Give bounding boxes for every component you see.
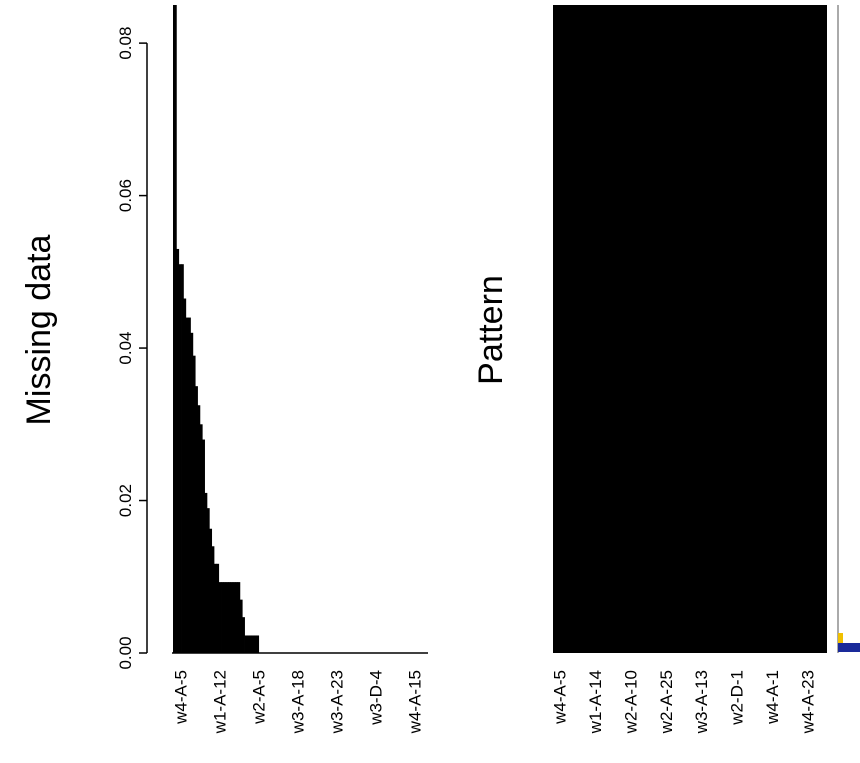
missing-data-bar [237,582,241,653]
missing-data-bar [225,582,229,653]
left-x-tick-label: w1-A-12 [210,670,229,734]
missing-data-bar [232,582,236,653]
right-x-tick-label: w2-D-1 [728,670,747,726]
missing-data-panel: Missing data 0.00 0.02 0.04 0.06 0.08 w4-A-5… [20,5,428,734]
left-y-tick-label: 0.04 [116,332,135,365]
right-x-tick-label: w2-A-10 [621,670,640,734]
right-x-tick-label: w4-A-1 [763,670,782,725]
missing-data-bar [242,617,245,653]
pattern-matrix [553,5,827,653]
missing-data-bar [202,439,205,653]
left-x-tick-label: w2-A-5 [249,670,268,725]
right-x-tick-label: w3-A-13 [692,670,711,734]
missing-data-bar [197,405,201,653]
right-x-tick-label: w4-A-23 [798,670,817,734]
right-x-tick-label: w4-A-5 [550,670,569,725]
left-x-tick-label: w3-D-4 [366,670,385,726]
left-bars [173,5,260,653]
missing-data-bar [183,298,187,653]
missing-data-ylabel: Missing data [20,234,58,425]
left-x-tick-label: w3-A-18 [288,670,307,734]
missing-data-bar [206,508,210,653]
missing-data-bar [176,248,180,653]
left-y-axis: 0.00 0.02 0.04 0.06 0.08 [116,27,148,670]
missing-data-bar [174,5,177,653]
pattern-ylabel: Pattern [472,275,510,385]
missing-data-bar [216,563,220,653]
missing-data-bar [192,355,196,653]
missing-data-bar [221,582,224,653]
pattern-panel: Pattern w4-A-5 w1-A-14 w2-A-10 w2-A-25 w3-A-… [472,5,860,734]
missing-data-bar [246,635,250,653]
missing-data-bar [185,317,189,653]
missing-data-bar [188,317,191,653]
left-x-tick-label: w4-A-5 [171,670,190,725]
missing-data-bar [190,332,194,653]
missing-data-bar [181,264,184,653]
left-y-tick-label: 0.02 [116,484,135,517]
missing-data-bar [223,582,227,653]
left-x-tick-label: w4-A-15 [405,670,424,734]
missing-data-bar [235,582,238,653]
missing-data-bar [218,582,222,653]
left-x-tick-label: w3-A-23 [327,670,346,734]
right-x-tick-label: w1-A-14 [586,670,605,734]
missing-data-bar [178,264,182,653]
missing-data-bar [228,582,231,653]
pattern-frequency-bar-blue [838,643,860,652]
missing-data-bar [195,386,198,653]
missing-data-bar [204,492,208,653]
left-y-tick-label: 0.06 [116,179,135,212]
missing-data-bar [209,528,213,653]
missing-data-bar [239,599,243,653]
pattern-frequency-bar-yellow [838,633,843,645]
left-y-tick-label: 0.00 [116,636,135,669]
missing-data-bar [211,546,215,653]
missing-data-bar [256,635,260,653]
missing-data-bar [199,424,203,653]
missing-data-bar [244,635,248,653]
missing-data-bar [251,635,255,653]
missing-data-bar [249,635,253,653]
missing-data-bar [213,563,217,653]
missing-data-bar [253,635,257,653]
right-x-tick-label: w2-A-25 [657,670,676,734]
pattern-heatmap [553,5,860,653]
left-x-axis: w4-A-5 w1-A-12 w2-A-5 w3-A-18 w3-A-23 w3-D-4 w… [171,652,428,734]
missing-data-bar [230,582,234,653]
right-x-axis: w4-A-5 w1-A-14 w2-A-10 w2-A-25 w3-A-13 w2-D-1… [550,670,817,734]
left-y-tick-label: 0.08 [116,27,135,60]
